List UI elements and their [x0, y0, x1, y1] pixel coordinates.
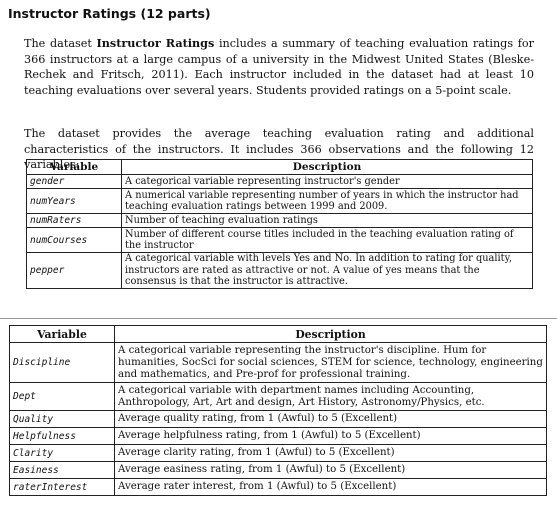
variable-name: Quality: [9, 410, 115, 428]
variable-name: raterInterest: [9, 478, 115, 496]
table-row: Easiness Average easiness rating, from 1…: [9, 461, 547, 479]
variables-table-2: Variable Description Discipline A catego…: [9, 325, 547, 496]
variable-description: A categorical variable representing inst…: [121, 174, 533, 189]
variable-description: Average quality rating, from 1 (Awful) t…: [114, 410, 547, 428]
table-row: Quality Average quality rating, from 1 (…: [9, 410, 547, 428]
table-row: Helpfulness Average helpfulness rating, …: [9, 427, 547, 445]
variable-name: pepper: [26, 252, 122, 289]
variable-name: Helpfulness: [9, 427, 115, 445]
variable-name: Clarity: [9, 444, 115, 462]
table-row: Dept A categorical variable with departm…: [9, 382, 547, 411]
table-row: numYears A numerical variable representi…: [26, 188, 533, 214]
variable-name: Easiness: [9, 461, 115, 479]
page-title: Instructor Ratings (12 parts): [8, 6, 211, 21]
variable-name: numYears: [26, 188, 122, 214]
variable-description: A categorical variable representing the …: [114, 342, 547, 383]
variable-description: Average clarity rating, from 1 (Awful) t…: [114, 444, 547, 462]
table-row: raterInterest Average rater interest, fr…: [9, 478, 547, 496]
variable-name: gender: [26, 174, 122, 189]
variable-name: Discipline: [9, 342, 115, 383]
section-divider: [0, 318, 557, 319]
column-header-variable: Variable: [26, 159, 122, 175]
variable-description: Average helpfulness rating, from 1 (Awfu…: [114, 427, 547, 445]
table-row: Clarity Average clarity rating, from 1 (…: [9, 444, 547, 462]
variable-name: numRaters: [26, 213, 122, 228]
table-row: Discipline A categorical variable repres…: [9, 342, 547, 383]
table-row: numCourses Number of different course ti…: [26, 227, 533, 253]
variable-name: Dept: [9, 382, 115, 411]
intro-text-end: includes a summary of teaching evaluatio…: [24, 37, 534, 97]
intro-paragraph: The dataset Instructor Ratings includes …: [24, 36, 534, 98]
column-header-description: Description: [114, 325, 547, 343]
variable-description: A categorical variable with levels Yes a…: [121, 252, 533, 289]
column-header-variable: Variable: [9, 325, 115, 343]
table-row: gender A categorical variable representi…: [26, 174, 533, 189]
variable-description: Average rater interest, from 1 (Awful) t…: [114, 478, 547, 496]
variable-description: Number of different course titles includ…: [121, 227, 533, 253]
column-header-description: Description: [121, 159, 533, 175]
intro-text-start: The dataset: [24, 37, 97, 50]
table-header-row: Variable Description: [26, 159, 533, 175]
variable-name: numCourses: [26, 227, 122, 253]
variable-description: A numerical variable representing number…: [121, 188, 533, 214]
variable-description: A categorical variable with department n…: [114, 382, 547, 411]
table-row: pepper A categorical variable with level…: [26, 252, 533, 289]
table-row: numRaters Number of teaching evaluation …: [26, 213, 533, 228]
dataset-name: Instructor Ratings: [96, 36, 215, 50]
variable-description: Average easiness rating, from 1 (Awful) …: [114, 461, 547, 479]
variable-description: Number of teaching evaluation ratings: [121, 213, 533, 228]
table-header-row: Variable Description: [9, 325, 547, 343]
variables-table-1: Variable Description gender A categorica…: [26, 159, 533, 289]
